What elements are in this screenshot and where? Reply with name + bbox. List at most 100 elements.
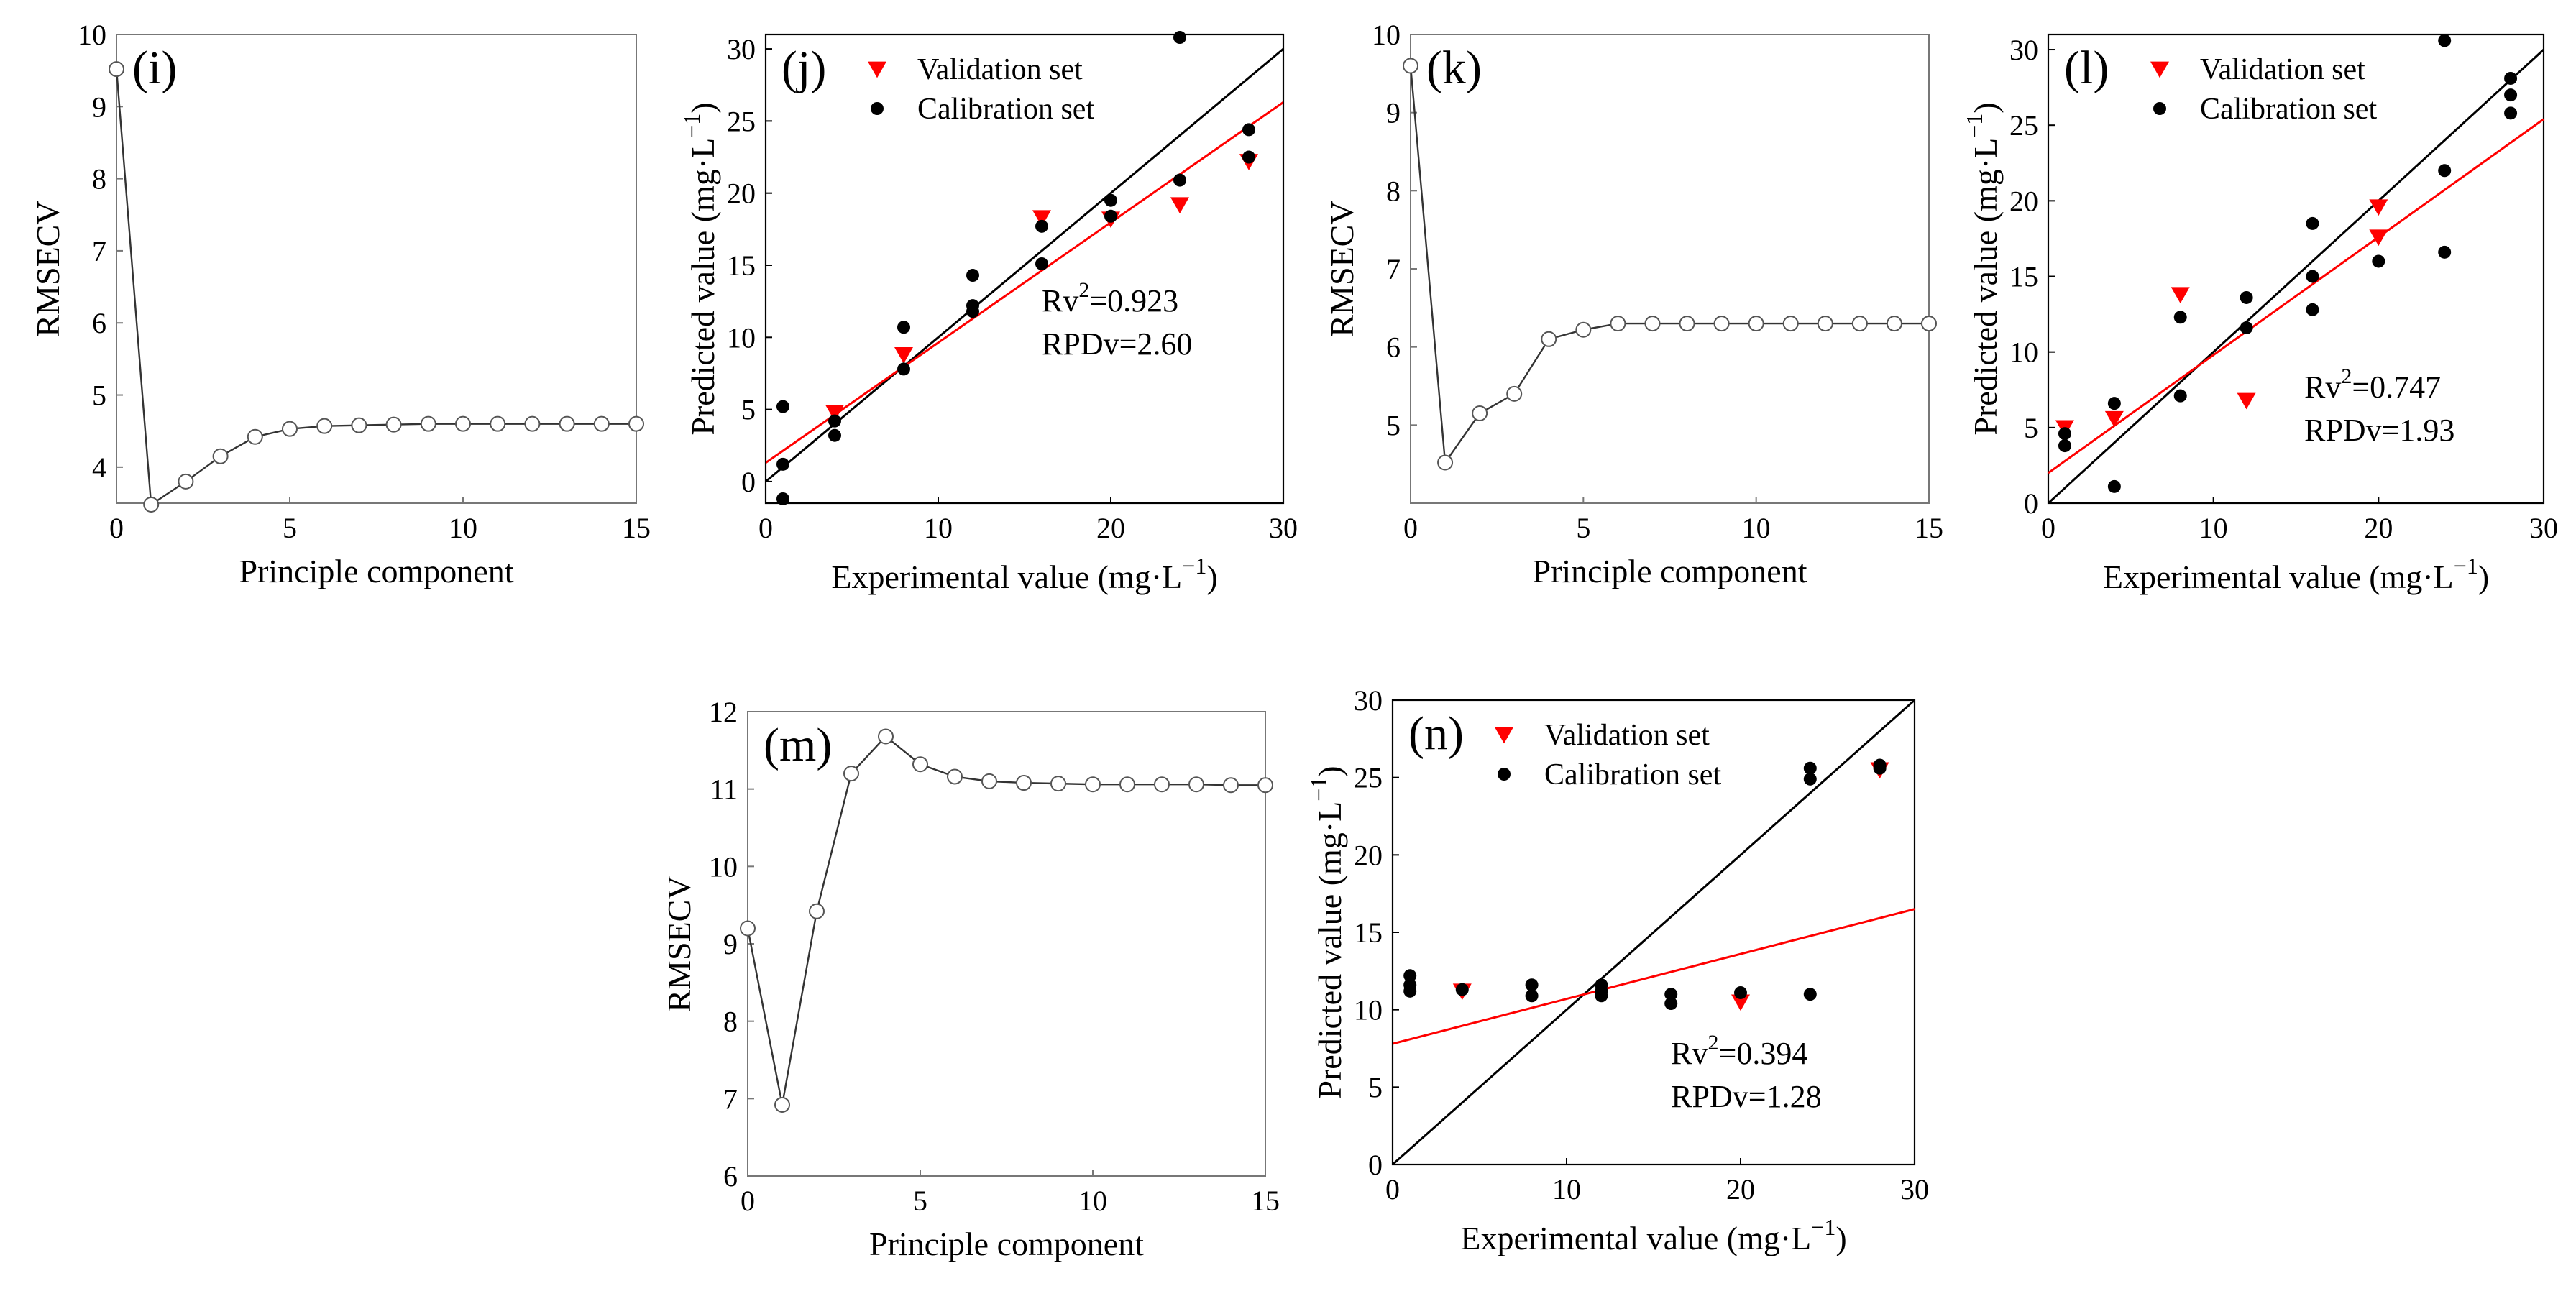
y-tick-label: 20 [727, 178, 756, 210]
calibration-point [1803, 988, 1817, 1001]
y-axis-label-tail: ) [1967, 102, 2004, 113]
identity-line [2048, 48, 2544, 503]
y-tick-label: 12 [709, 696, 738, 728]
rmsecv-point [1851, 316, 1868, 332]
rmsecv-point [628, 415, 644, 432]
rmsecv-point [212, 448, 229, 464]
calibration-point [2438, 164, 2452, 178]
rmsecv-point [1472, 405, 1488, 422]
rmsecv-point [1223, 777, 1239, 794]
y-tick-label: 15 [1354, 916, 1383, 949]
rmsecv-point [843, 766, 859, 782]
legend-validation-label: Validation set [1544, 719, 1710, 752]
y-tick-label: 5 [2024, 412, 2038, 444]
y-tick-label: 10 [2009, 336, 2038, 369]
y-tick-label: 6 [1386, 331, 1401, 364]
validation-point [2171, 287, 2190, 304]
x-tick-label: 0 [758, 512, 773, 544]
x-axis-label: Experimental value (mg·L−1) [831, 553, 1217, 595]
panel-label: (j) [781, 42, 826, 94]
rmsecv-point [1016, 775, 1032, 791]
x-tick-label: 15 [1915, 512, 1943, 544]
rmsecv-point [947, 768, 963, 785]
rmsecv-point [1437, 454, 1454, 471]
x-axis-label: Principle component [1533, 553, 1807, 589]
x-axis-label-tail: ) [2478, 559, 2489, 595]
y-tick-label: 6 [92, 307, 106, 339]
validation-point [2369, 199, 2388, 216]
calibration-point [897, 362, 910, 376]
y-tick-label: 11 [710, 773, 738, 806]
calibration-point [1803, 772, 1817, 786]
rmsecv-point [1782, 316, 1799, 332]
y-tick-label: 6 [723, 1160, 738, 1193]
annotation-r2-value: =0.394 [1719, 1036, 1808, 1071]
y-tick-label: 5 [92, 380, 106, 412]
y-tick-label: 5 [1368, 1071, 1383, 1103]
x-axis-label: Principle component [869, 1226, 1144, 1262]
rmsecv-point [559, 415, 575, 432]
y-tick-label: 10 [727, 321, 756, 354]
annotation-r2-value: =0.923 [1089, 283, 1178, 318]
validation-point [1170, 197, 1189, 214]
y-tick-label: 5 [741, 394, 756, 426]
y-tick-label: 7 [1386, 253, 1401, 285]
x-axis-label: Principle component [239, 553, 514, 589]
calibration-point [2438, 34, 2452, 47]
y-tick-label: 10 [1372, 19, 1401, 51]
rmsecv-point [1817, 316, 1833, 332]
calibration-point [1525, 978, 1539, 992]
calibration-point [828, 428, 841, 442]
rmsecv-point [1644, 316, 1661, 332]
identity-line [1393, 700, 1915, 1164]
x-axis-label-exponent: −1 [1182, 553, 1206, 579]
rmsecv-point [178, 473, 194, 490]
panel-0: 0 5 10 15 4 5 6 7 8 9 10 (i) Principle component RMSE… [29, 19, 651, 589]
reference-lines [2048, 48, 2544, 503]
validation-point [1731, 994, 1750, 1011]
legend-calibration-label: Calibration set [2200, 93, 2377, 126]
rmsecv-point [774, 1096, 790, 1113]
legend-validation-marker [2150, 61, 2169, 78]
calibration-point [1803, 761, 1817, 775]
y-axis-label: RMSECV [661, 876, 697, 1011]
annotation-rpd: RPDv=1.28 [1671, 1079, 1821, 1114]
calibration-point [897, 321, 910, 334]
validation-point [2369, 229, 2388, 247]
annotation-r2-exponent: 2 [2341, 364, 2352, 388]
panel-1: 0 10 20 30 0 5 10 15 20 25 30 (j) Experimental value… [679, 31, 1298, 595]
x-tick-label: 20 [2364, 512, 2393, 544]
panel-label: (k) [1426, 42, 1482, 94]
annotation-r2-exponent: 2 [1078, 278, 1089, 302]
legend-calibration-marker [1498, 768, 1511, 781]
rmsecv-line [1409, 65, 1929, 465]
legend-calibration-marker [871, 102, 884, 115]
rmsecv-line [746, 735, 1265, 1106]
y-axis-label-exponent: −1 [679, 114, 705, 138]
rmsecv-point [1403, 58, 1418, 74]
y-tick-label: 9 [723, 928, 738, 960]
calibration-point [2504, 71, 2518, 85]
annotation-rpd: RPDv=2.60 [1042, 326, 1192, 362]
calibration-point [2504, 106, 2518, 120]
rmsecv-point [1541, 331, 1557, 347]
y-tick-label: 10 [709, 850, 738, 883]
rmsecv-point [1257, 777, 1273, 794]
rmsecv-point [143, 497, 160, 513]
y-tick-label: 20 [1354, 839, 1383, 871]
calibration-point [1403, 969, 1417, 983]
y-tick-label: 0 [741, 466, 756, 498]
calibration-point [1595, 989, 1608, 1003]
rmsecv-point [247, 428, 263, 445]
rmsecv-point [1610, 316, 1626, 332]
calibration-point [1104, 209, 1117, 223]
calibration-point [2306, 216, 2319, 230]
rmsecv-point [1748, 316, 1764, 332]
x-axis-label-exponent: −1 [2454, 553, 2478, 579]
x-tick-label: 5 [1576, 512, 1590, 544]
rmsecv-point [1886, 316, 1902, 332]
x-tick-label: 10 [1742, 512, 1771, 544]
calibration-point [1173, 31, 1186, 45]
calibration-point [776, 457, 789, 471]
